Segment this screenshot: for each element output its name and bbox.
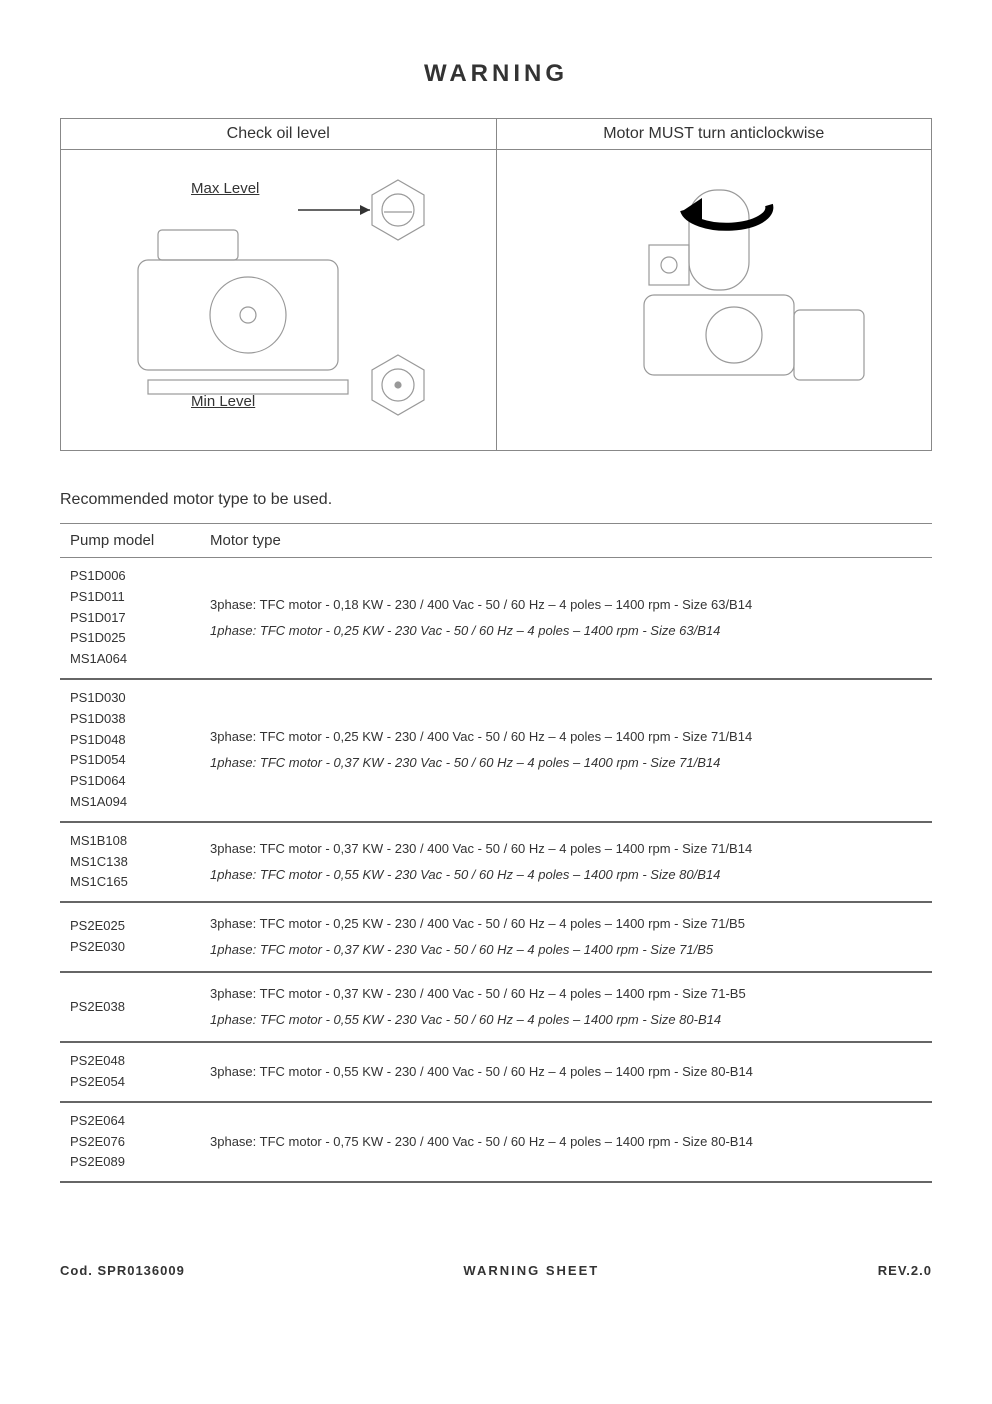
warning-col-motor: Motor MUST turn anticlockwise: [496, 119, 932, 450]
motor-type-cell: 3phase: TFC motor - 0,25 KW - 230 / 400 …: [200, 679, 932, 822]
pump-model-cell: PS1D030PS1D038PS1D048PS1D054PS1D064MS1A0…: [60, 679, 200, 822]
min-level-label: Min Level: [191, 393, 255, 410]
pump-model-cell: PS2E048PS2E054: [60, 1042, 200, 1102]
warning-col-oil: Check oil level Max Level Min Level: [61, 119, 496, 450]
table-row: PS2E048PS2E0543phase: TFC motor - 0,55 K…: [60, 1042, 932, 1102]
table-row: MS1B108MS1C138MS1C1653phase: TFC motor -…: [60, 822, 932, 902]
motor-type-cell: 3phase: TFC motor - 0,75 KW - 230 / 400 …: [200, 1102, 932, 1182]
motor-type-cell: 3phase: TFC motor - 0,25 KW - 230 / 400 …: [200, 902, 932, 972]
pump-model-cell: MS1B108MS1C138MS1C165: [60, 822, 200, 902]
motor-type-cell: 3phase: TFC motor - 0,37 KW - 230 / 400 …: [200, 972, 932, 1042]
footer-code: Cod. SPR0136009: [60, 1263, 185, 1278]
warning-header-oil: Check oil level: [61, 119, 496, 150]
table-row: PS1D006PS1D011PS1D017PS1D025MS1A0643phas…: [60, 558, 932, 679]
pump-model-cell: PS2E025PS2E030: [60, 902, 200, 972]
motor-type-cell: 3phase: TFC motor - 0,55 KW - 230 / 400 …: [200, 1042, 932, 1102]
warning-body-oil: Max Level Min Level: [61, 150, 496, 450]
table-row: PS1D030PS1D038PS1D048PS1D054PS1D064MS1A0…: [60, 679, 932, 822]
warning-box: Check oil level Max Level Min Level: [60, 118, 932, 451]
pump-model-cell: PS1D006PS1D011PS1D017PS1D025MS1A064: [60, 558, 200, 679]
pump-model-cell: PS2E064PS2E076PS2E089: [60, 1102, 200, 1182]
table-row: PS2E0383phase: TFC motor - 0,37 KW - 230…: [60, 972, 932, 1042]
motor-type-cell: 3phase: TFC motor - 0,18 KW - 230 / 400 …: [200, 558, 932, 679]
oil-level-diagram: [98, 170, 458, 430]
motor-type-cell: 3phase: TFC motor - 0,37 KW - 230 / 400 …: [200, 822, 932, 902]
table-row: PS2E064PS2E076PS2E0893phase: TFC motor -…: [60, 1102, 932, 1182]
table-row: PS2E025PS2E0303phase: TFC motor - 0,25 K…: [60, 902, 932, 972]
page-title: WARNING: [60, 60, 932, 88]
footer: Cod. SPR0136009 WARNING SHEET REV.2.0: [60, 1263, 932, 1278]
motor-direction-diagram: [534, 170, 894, 430]
motor-table: Pump model Motor type PS1D006PS1D011PS1D…: [60, 523, 932, 1183]
pump-model-cell: PS2E038: [60, 972, 200, 1042]
warning-header-motor: Motor MUST turn anticlockwise: [497, 119, 932, 150]
warning-body-motor: [497, 150, 932, 450]
table-header-motor: Motor type: [200, 524, 932, 558]
table-header-row: Pump model Motor type: [60, 524, 932, 558]
table-header-model: Pump model: [60, 524, 200, 558]
max-level-label: Max Level: [191, 180, 259, 197]
section-heading: Recommended motor type to be used.: [60, 491, 932, 509]
footer-title: WARNING SHEET: [463, 1263, 599, 1278]
footer-rev: REV.2.0: [878, 1263, 932, 1278]
